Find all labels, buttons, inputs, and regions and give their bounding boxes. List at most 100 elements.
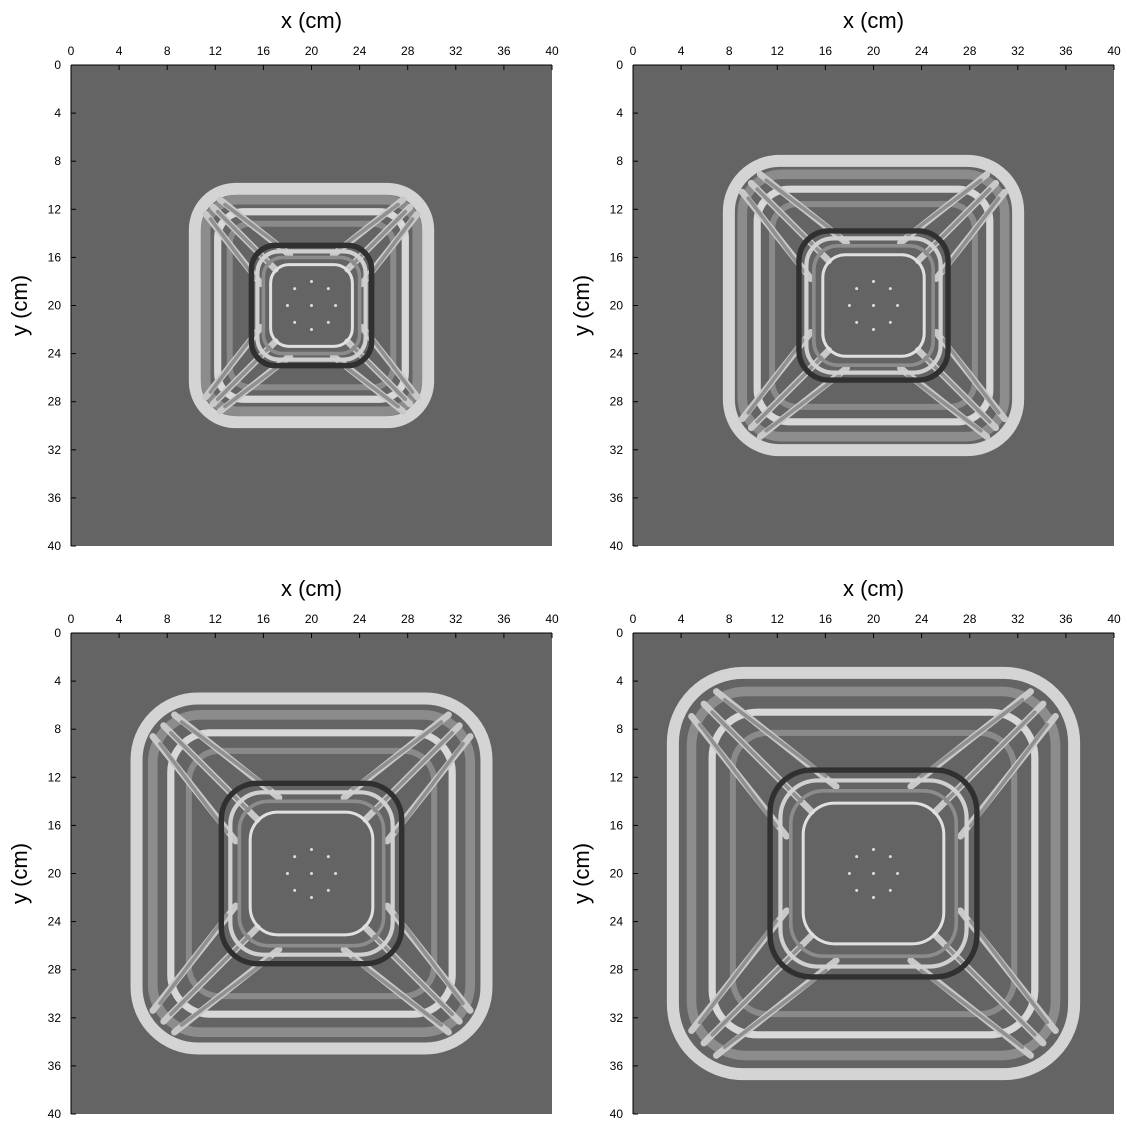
x-tick-label: 4 bbox=[678, 44, 685, 58]
wave-ring bbox=[255, 249, 368, 362]
wave-dot bbox=[310, 328, 313, 332]
wave-dot bbox=[326, 855, 330, 859]
wave-ring bbox=[130, 692, 493, 1055]
y-tick-label: 0 bbox=[54, 58, 61, 72]
x-tick-label: 36 bbox=[1059, 44, 1073, 58]
x-tick-label: 12 bbox=[771, 44, 785, 58]
wave-ring bbox=[188, 182, 435, 429]
wave-dot bbox=[334, 304, 338, 307]
y-tick-label: 16 bbox=[48, 818, 62, 832]
x-tick-label: 12 bbox=[209, 612, 223, 626]
y-tick-label: 36 bbox=[610, 1059, 624, 1073]
y-tick-label: 36 bbox=[48, 1059, 62, 1073]
wave-dot bbox=[896, 872, 900, 875]
wave-pattern bbox=[130, 692, 493, 1055]
y-tick-label: 20 bbox=[610, 299, 624, 313]
wave-ring bbox=[801, 801, 946, 946]
wave-dot bbox=[855, 888, 859, 892]
wave-crest bbox=[905, 373, 983, 433]
x-tick-label: 4 bbox=[678, 612, 685, 626]
wave-ring bbox=[796, 228, 951, 383]
wave-ring bbox=[778, 778, 969, 969]
wave-dot bbox=[310, 896, 313, 900]
wave-ring bbox=[167, 729, 456, 1018]
x-tick-label: 4 bbox=[116, 612, 123, 626]
x-tick-label: 40 bbox=[1107, 44, 1121, 58]
x-tick-label: 24 bbox=[353, 612, 367, 626]
wave-crest bbox=[208, 331, 257, 394]
x-tick-label: 36 bbox=[497, 612, 511, 626]
wave-ring bbox=[248, 242, 375, 369]
wave-crest bbox=[755, 355, 824, 424]
x-tick-label: 32 bbox=[1011, 44, 1025, 58]
wave-ring bbox=[237, 799, 386, 948]
wave-dot bbox=[285, 872, 289, 875]
wave-crest bbox=[764, 373, 842, 433]
wave-dot bbox=[888, 287, 892, 291]
x-tick-label: 40 bbox=[545, 612, 559, 626]
x-tick-label: 32 bbox=[449, 612, 463, 626]
y-tick-label: 16 bbox=[48, 250, 62, 264]
wave-crest bbox=[746, 337, 806, 415]
wave-dot bbox=[310, 872, 313, 875]
x-tick-label: 36 bbox=[1059, 612, 1073, 626]
x-tick-label: 40 bbox=[545, 44, 559, 58]
wave-crest bbox=[697, 722, 779, 828]
wave-ring bbox=[737, 169, 1010, 442]
wave-crest bbox=[394, 741, 465, 834]
x-tick-label: 0 bbox=[68, 612, 75, 626]
wave-crest bbox=[764, 178, 842, 238]
x-tick-label: 0 bbox=[630, 612, 637, 626]
wave-dot bbox=[293, 320, 297, 324]
wave-dot bbox=[285, 304, 289, 307]
wave-ring bbox=[812, 244, 935, 367]
y-tick-label: 24 bbox=[610, 915, 624, 929]
y-tick-label: 0 bbox=[54, 626, 61, 640]
wave-ring bbox=[185, 747, 438, 1000]
wave-ring bbox=[788, 788, 959, 959]
wave-ring bbox=[666, 666, 1081, 1081]
x-tick-label: 4 bbox=[116, 44, 123, 58]
wave-ring bbox=[769, 201, 978, 410]
x-tick-label: 8 bbox=[164, 44, 171, 58]
wave-crest bbox=[968, 722, 1050, 828]
y-tick-label: 20 bbox=[48, 867, 62, 881]
y-tick-label: 4 bbox=[54, 106, 61, 120]
wave-dot bbox=[872, 304, 875, 307]
wave-ring bbox=[804, 236, 943, 375]
y-tick-label: 8 bbox=[54, 154, 61, 168]
wave-crest bbox=[372, 934, 454, 1016]
x-axis-label: x (cm) bbox=[843, 8, 904, 33]
wave-ring bbox=[729, 729, 1018, 1018]
wave-dot bbox=[855, 855, 859, 859]
wave-crest bbox=[208, 217, 257, 280]
wave-ring bbox=[218, 780, 405, 967]
wave-crest bbox=[710, 710, 803, 803]
panel: 0 4 8 12 16 20 24 28 32 36 40 0 4 8 12 16 20 24 28 32 36 40 x … bbox=[569, 8, 1121, 553]
wave-crest bbox=[223, 202, 286, 251]
y-tick-label: 8 bbox=[54, 722, 61, 736]
x-axis-label: x (cm) bbox=[281, 8, 342, 33]
wave-crest bbox=[158, 741, 229, 834]
x-axis-label: x (cm) bbox=[843, 576, 904, 601]
y-tick-label: 4 bbox=[616, 674, 623, 688]
wave-crest bbox=[366, 331, 415, 394]
wave-dot bbox=[326, 320, 330, 324]
wave-crest bbox=[755, 187, 824, 256]
wave-crest bbox=[351, 345, 408, 402]
wave-crest bbox=[944, 944, 1037, 1037]
y-tick-label: 32 bbox=[610, 1011, 624, 1025]
wave-crest bbox=[169, 934, 251, 1016]
wave-crest bbox=[722, 697, 828, 779]
wave-dot bbox=[872, 847, 875, 851]
x-tick-label: 28 bbox=[963, 612, 977, 626]
wave-crest bbox=[351, 956, 444, 1027]
wave-dot bbox=[293, 287, 297, 291]
x-tick-label: 20 bbox=[867, 612, 881, 626]
wave-dot bbox=[872, 328, 875, 332]
wave-ring bbox=[269, 263, 354, 348]
y-tick-label: 28 bbox=[610, 963, 624, 977]
wave-pattern bbox=[666, 666, 1081, 1081]
x-tick-label: 12 bbox=[209, 44, 223, 58]
y-axis-label: y (cm) bbox=[569, 275, 594, 336]
